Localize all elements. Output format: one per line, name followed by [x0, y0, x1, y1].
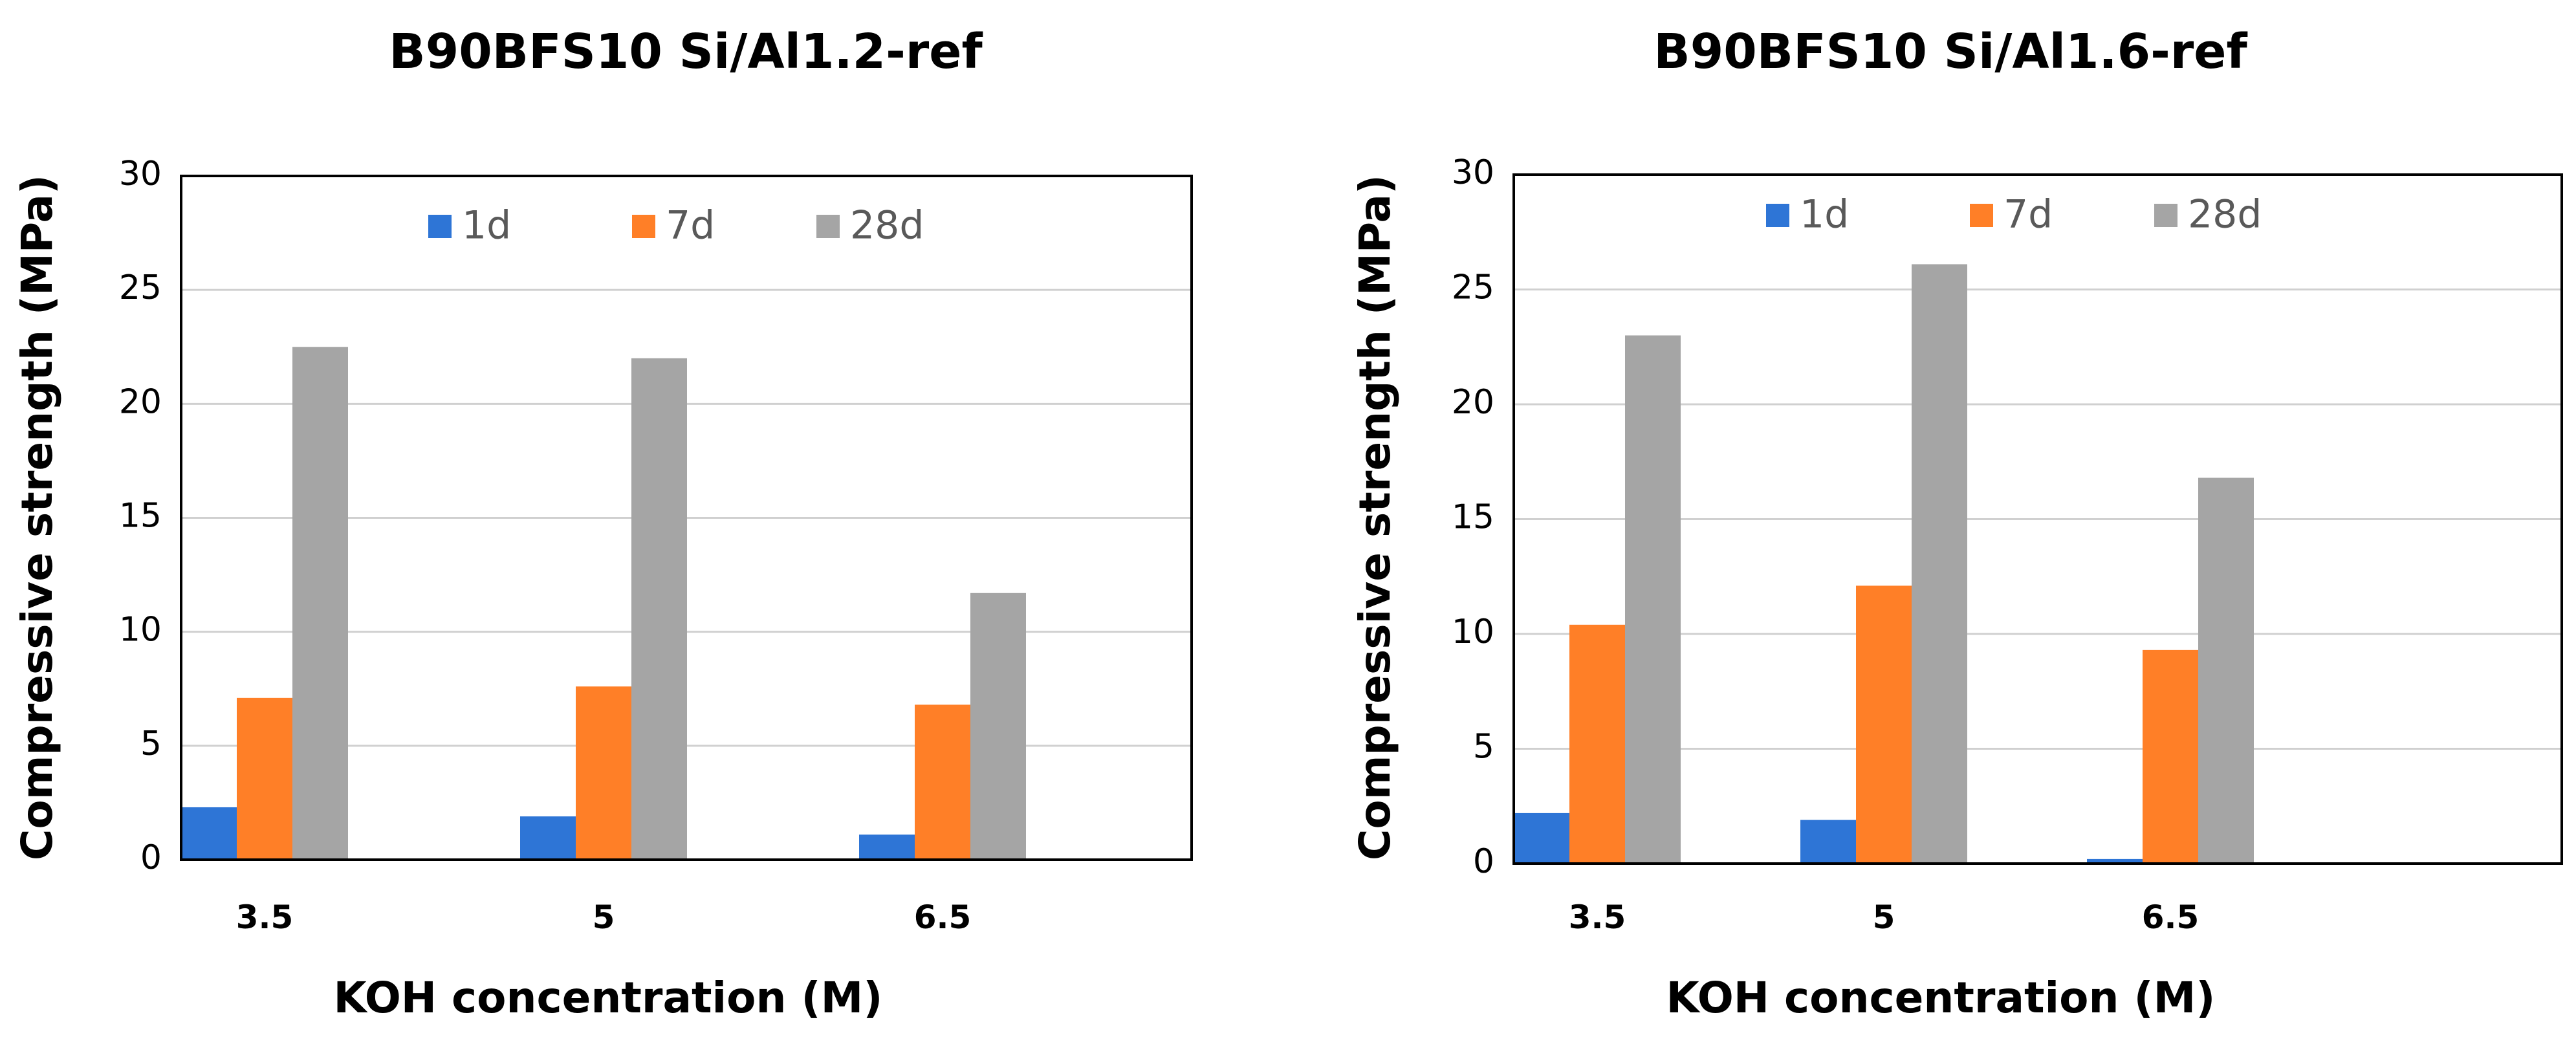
bar-28d-6.5: [970, 593, 1026, 860]
chart-right-y-axis-label: Compressive strength (MPa): [1350, 175, 1400, 860]
chart-right-x-ticks: 3.5 5 6.5: [1569, 899, 2199, 936]
x-tick-label: 3.5: [1569, 899, 1626, 936]
chart-left-x-axis-label: KOH concentration (M): [334, 973, 883, 1023]
bar-7d-5: [1856, 585, 1912, 864]
bar-28d-5: [1912, 264, 1967, 864]
y-tick-label: 5: [140, 725, 162, 763]
y-tick-label: 25: [119, 268, 162, 307]
bar-28d-3.5: [1625, 335, 1681, 864]
bar-7d-6.5: [2143, 649, 2198, 864]
chart-left-legend: 1d 7d 28d: [428, 203, 924, 248]
bar-1d-3.5: [181, 807, 237, 860]
y-tick-label: 0: [140, 838, 162, 877]
chart-right-legend: 1d 7d 28d: [1766, 192, 2262, 237]
x-tick-label: 5: [1873, 899, 1895, 936]
legend-swatch-1d: [1766, 204, 1789, 227]
chart-right-plot-frame: [1512, 173, 2563, 865]
legend-label-1d: 1d: [462, 203, 511, 248]
legend-label-28d: 28d: [850, 203, 924, 248]
y-tick-label: 5: [1473, 728, 1494, 767]
bar-7d-6.5: [915, 704, 970, 860]
bar-1d-5: [1800, 820, 1856, 864]
bar-28d-3.5: [292, 347, 348, 860]
bar-1d-6.5: [2087, 858, 2143, 864]
chart-left: B90BFS10 Si/Al1.2-ref 0 5 10 15 20 25 30…: [12, 24, 1193, 1023]
chart-left-x-ticks: 3.5 5 6.5: [236, 899, 972, 936]
chart-left-title: B90BFS10 Si/Al1.2-ref: [389, 24, 983, 80]
y-tick-label: 25: [1452, 268, 1494, 307]
legend-swatch-28d: [816, 215, 840, 238]
y-tick-label: 0: [1473, 842, 1494, 881]
bar-1d-5: [520, 816, 576, 860]
chart-left-plot-frame: [180, 175, 1193, 861]
bar-1d-3.5: [1514, 812, 1569, 864]
chart-right-y-ticks: 0 5 10 15 20 25 30: [1452, 153, 1494, 881]
legend-swatch-7d: [1970, 204, 1993, 227]
x-tick-label: 6.5: [914, 899, 972, 936]
legend-swatch-1d: [428, 215, 452, 238]
x-tick-label: 6.5: [2142, 899, 2199, 936]
chart-right-gridlines: [1514, 289, 2562, 750]
x-tick-label: 3.5: [236, 899, 294, 936]
chart-right: B90BFS10 Si/Al1.6-ref 0 5 10 15 20 25 30…: [1350, 24, 2563, 1023]
y-tick-label: 10: [1452, 613, 1494, 651]
chart-left-bars: [181, 347, 1026, 860]
bar-1d-6.5: [859, 834, 915, 860]
y-tick-label: 30: [119, 155, 162, 193]
y-tick-label: 15: [1452, 498, 1494, 537]
legend-label-7d: 7d: [2003, 192, 2053, 237]
chart-left-y-ticks: 0 5 10 15 20 25 30: [119, 155, 162, 877]
bar-28d-6.5: [2198, 477, 2254, 864]
bar-28d-5: [631, 358, 687, 860]
y-tick-label: 20: [119, 382, 162, 421]
chart-right-title: B90BFS10 Si/Al1.6-ref: [1654, 24, 2247, 80]
legend-swatch-7d: [632, 215, 655, 238]
bar-7d-3.5: [237, 697, 292, 860]
legend-label-28d: 28d: [2188, 192, 2262, 237]
y-tick-label: 30: [1452, 153, 1494, 192]
chart-right-bars: [1514, 264, 2254, 864]
y-tick-label: 15: [119, 497, 162, 536]
legend-label-7d: 7d: [666, 203, 715, 248]
legend-label-1d: 1d: [1800, 192, 1849, 237]
chart-left-y-axis-label: Compressive strength (MPa): [12, 175, 62, 860]
x-tick-label: 5: [593, 899, 615, 936]
chart-right-x-axis-label: KOH concentration (M): [1666, 973, 2216, 1023]
legend-swatch-28d: [2154, 204, 2178, 227]
y-tick-label: 10: [119, 611, 162, 649]
y-tick-label: 20: [1452, 383, 1494, 422]
bar-7d-3.5: [1569, 624, 1625, 864]
bar-7d-5: [576, 686, 631, 860]
